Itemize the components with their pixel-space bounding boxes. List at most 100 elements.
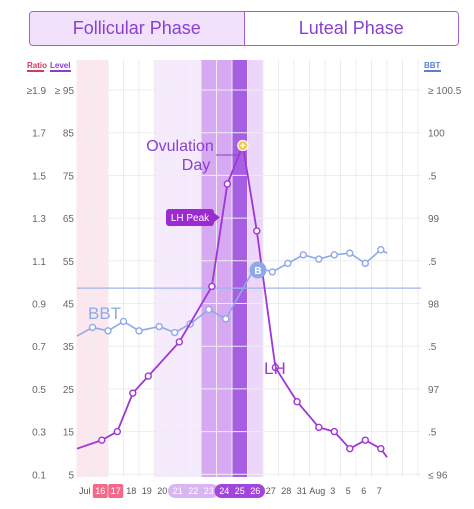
lh-point — [271, 363, 280, 372]
phase-follicular[interactable]: Follicular Phase — [30, 12, 245, 45]
x-tick-label: 28 — [281, 486, 291, 496]
bbt-tick-label: 98 — [428, 300, 440, 311]
x-tick-label: 5 — [346, 486, 351, 496]
lh-point — [253, 227, 261, 235]
bbt-point — [284, 259, 292, 268]
lh-point — [208, 282, 216, 291]
x-tick-label: 27 — [266, 486, 276, 496]
lh-point — [113, 427, 122, 436]
lh-point — [293, 398, 301, 406]
lh-point — [144, 372, 153, 380]
bbt-point — [299, 251, 307, 259]
band-fertile — [154, 60, 201, 477]
bbt-point — [222, 315, 230, 323]
bbt-tick-label: 100 — [428, 129, 445, 140]
peak-days-pill — [214, 484, 265, 498]
axis-header-bbt: BBT — [424, 61, 441, 70]
x-tick-label: 26 — [250, 486, 260, 496]
level-tick-label: 85 — [63, 129, 75, 140]
period-day-pill — [108, 484, 124, 498]
level-tick-label: 25 — [63, 385, 75, 396]
x-tick-label: 7 — [377, 486, 382, 496]
ratio-tick-label: ≥1.9 — [27, 86, 47, 97]
ratio-tick-label: 0.1 — [32, 470, 46, 481]
bbt-series-label: BBT — [88, 304, 121, 323]
x-tick-label: 3 — [330, 486, 335, 496]
x-tick-label: 16 — [95, 486, 105, 496]
x-tick-label: 22 — [188, 486, 198, 496]
bbt-point — [119, 317, 128, 326]
x-tick-label: Jul — [79, 486, 91, 496]
bbt-marker-b-label: B — [254, 266, 261, 277]
bbt-point — [268, 268, 276, 276]
lh-point — [330, 427, 338, 436]
lh-point — [223, 180, 232, 188]
bbt-point — [170, 328, 179, 337]
lh-peak-label: LH Peak — [171, 213, 210, 224]
x-tick-label: 23 — [204, 486, 214, 496]
bbt-point — [346, 249, 354, 257]
x-tick-label: 17 — [111, 486, 121, 496]
bbt-tick-label: .5 — [428, 257, 437, 268]
x-tick-label: 21 — [173, 486, 183, 496]
level-tick-label: 45 — [63, 300, 75, 311]
ovulation-day-label-line2: Day — [182, 157, 210, 174]
ratio-tick-label: 0.3 — [32, 428, 46, 439]
ratio-tick-label: 1.5 — [32, 171, 46, 182]
phase-luteal[interactable]: Luteal Phase — [244, 12, 458, 45]
axis-header-level: Level — [50, 61, 70, 70]
bbt-point — [361, 259, 369, 268]
bbt-point — [104, 327, 112, 335]
axis-header-ratio: Ratio — [27, 61, 47, 70]
ratio-tick-label: 1.7 — [32, 129, 46, 140]
bbt-tick-label: .5 — [428, 342, 437, 353]
lh-point — [377, 444, 385, 453]
lh-peak-label-box — [166, 209, 214, 226]
level-tick-label: 15 — [63, 428, 75, 439]
level-tick-label: 75 — [63, 171, 75, 182]
x-tick-label: 19 — [142, 486, 152, 496]
ratio-tick-label: 1.1 — [32, 257, 46, 268]
phase-bar: Follicular Phase Luteal Phase — [29, 11, 459, 46]
period-day-pill — [92, 484, 108, 498]
lh-point — [315, 423, 323, 432]
level-tick-label: 35 — [63, 342, 75, 353]
x-tick-label: 31 — [297, 486, 307, 496]
bbt-tick-label: 97 — [428, 385, 440, 396]
lh-peak-label-pointer — [214, 213, 220, 222]
x-tick-label: Aug — [309, 486, 325, 496]
ovulation-day-label-line1: Ovulation — [146, 138, 214, 155]
ratio-tick-label: 0.9 — [32, 300, 46, 311]
bbt-tick-label: 99 — [428, 214, 440, 225]
bbt-point — [135, 327, 143, 335]
bbt-tick-label: .5 — [428, 171, 437, 182]
lh-point — [361, 436, 369, 444]
band-ovulation-day — [232, 60, 248, 477]
level-tick-label: 55 — [63, 257, 75, 268]
ratio-tick-label: 1.3 — [32, 214, 46, 225]
bbt-point — [377, 245, 385, 254]
ratio-tick-label: 0.7 — [32, 342, 46, 353]
fertile-days-pill — [168, 484, 219, 498]
x-tick-label: 24 — [219, 486, 229, 496]
x-tick-label: 20 — [157, 486, 167, 496]
bbt-point — [88, 323, 97, 332]
ratio-tick-label: 0.5 — [32, 385, 46, 396]
level-tick-label: 5 — [68, 470, 74, 481]
lh-point — [98, 436, 106, 444]
level-tick-label: ≥ 95 — [55, 86, 75, 97]
bbt-point — [205, 305, 213, 314]
bbt-point — [155, 322, 163, 331]
bbt-point — [315, 255, 323, 263]
lh-point — [129, 389, 137, 397]
lh-series-label: LH — [264, 359, 286, 378]
bbt-marker-b — [249, 261, 267, 279]
lh-point — [175, 338, 184, 346]
bbt-tick-label: ≥ 100.5 — [428, 86, 462, 97]
bbt-point — [330, 251, 338, 259]
x-tick-label: 25 — [235, 486, 245, 496]
lh-point — [346, 444, 354, 453]
bbt-tick-label: ≤ 96 — [428, 470, 448, 481]
bbt-tick-label: .5 — [428, 428, 437, 439]
